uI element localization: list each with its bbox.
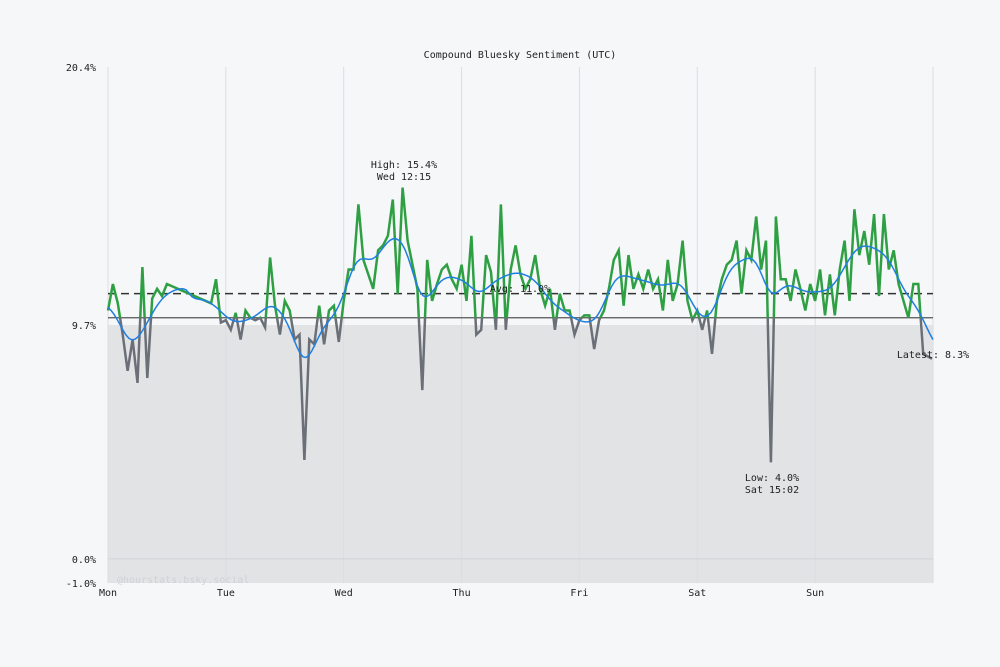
y-axis: 20.4% 9.7% 0.0% -1.0% — [66, 63, 96, 590]
x-tick-label: Wed — [335, 588, 353, 599]
watermark: @hourstats.bsky.social — [117, 575, 249, 586]
x-tick-label: Mon — [99, 588, 117, 599]
high-time-label: Wed 12:15 — [377, 172, 431, 183]
latest-label: Latest: 8.3% — [897, 350, 969, 361]
y-tick-label: 9.7% — [72, 321, 96, 332]
sentiment-line-below — [118, 317, 933, 463]
trend-line — [107, 238, 934, 359]
baseline-fill — [108, 325, 933, 583]
x-tick-label: Sun — [806, 588, 824, 599]
x-axis: Mon Tue Wed Thu Fri Sat Sun — [99, 588, 824, 599]
chart-title: Compound Bluesky Sentiment (UTC) — [424, 50, 617, 61]
x-tick-label: Tue — [217, 588, 235, 599]
x-tick-label: Fri — [570, 588, 588, 599]
avg-label: Avg: 11.0% — [490, 284, 550, 295]
grid — [107, 67, 934, 583]
y-tick-label: -1.0% — [66, 579, 96, 590]
low-time-label: Sat 15:02 — [745, 485, 799, 496]
y-tick-label: 20.4% — [66, 63, 96, 74]
x-tick-label: Thu — [453, 588, 471, 599]
x-tick-label: Sat — [688, 588, 706, 599]
high-label: High: 15.4% — [371, 160, 437, 171]
y-tick-label: 0.0% — [72, 555, 96, 566]
low-label: Low: 4.0% — [745, 473, 799, 484]
sentiment-line-above — [106, 187, 922, 318]
